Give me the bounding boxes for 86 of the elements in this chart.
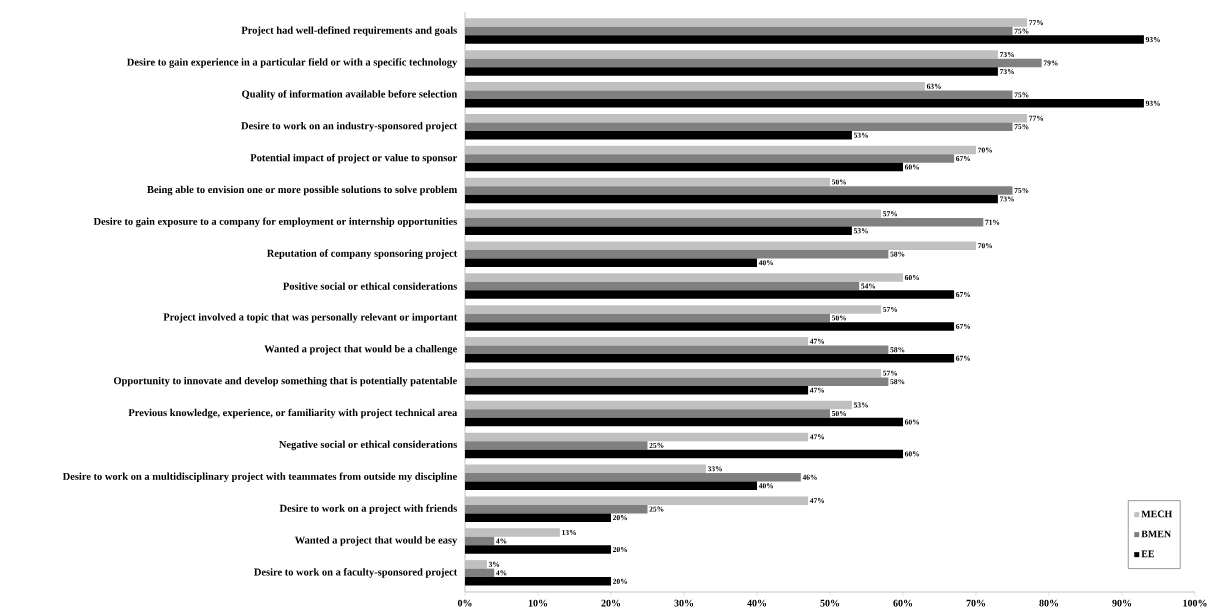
bar [465,345,889,355]
bar [465,177,831,187]
bar [465,67,998,76]
bar [465,218,984,227]
bar [465,417,904,427]
y-tick-label: Positive social or ethical considerations [283,282,457,290]
bar [465,560,487,569]
bar [465,337,809,346]
bar [465,82,925,91]
bar [465,35,1144,44]
bar [465,481,758,491]
y-tick-label: Reputation of company sponsoring project [266,249,458,260]
y-tick-label: Desire to gain experience in a particular field or with a specific technology [126,58,458,68]
bar [465,99,1144,108]
bar [465,528,560,537]
y-tick-label: Negative social or ethical considerations [279,440,457,451]
bar [465,441,648,450]
y-tick-label: Desire to work on an industry-sponsored project [241,121,458,132]
bar [465,513,612,522]
bar [465,409,831,418]
bar [465,313,831,323]
bar [465,290,955,299]
bar [465,536,495,546]
bar [465,400,852,410]
bar [465,545,612,554]
bar [465,449,904,459]
x-tick-label: 0% [457,599,472,607]
bar [465,368,882,378]
bar [465,58,1042,68]
x-tick-label: 10% [528,599,548,607]
bar [465,473,801,482]
x-tick-label: 60% [893,599,913,607]
bar [465,113,1028,123]
y-tick-label: Desire to gain exposure to a company for employment or internship opportunities [93,217,457,228]
y-tick-label: Wanted a project that would be easy [294,536,458,546]
x-tick-label: 20% [601,599,621,607]
y-tick-label: Desire to work on a multidisciplinary project with teammates from outside my discipline [62,472,457,483]
y-tick-label: Previous knowledge, experience, or familiarity with project technical area [128,408,458,419]
bar [465,186,1013,195]
y-tick-label: Project involved a topic that was personally relevant or important [163,313,458,323]
x-tick-label: 50% [820,599,840,607]
bar [465,209,882,219]
bar [465,273,904,282]
legend-label: MECH [1141,510,1173,518]
bar [465,377,889,386]
bar [465,432,809,442]
bar [465,90,1013,100]
bar [465,568,495,578]
bar [465,577,612,586]
bar [465,322,955,331]
bar [465,241,977,250]
bar [465,145,977,155]
bar [465,504,648,514]
y-tick-label: Project had well-defined requirements and goals [241,26,457,36]
x-tick-label: 70% [966,599,986,607]
bar [465,162,904,172]
bar [465,249,889,259]
y-tick-label: Opportunity to innovate and develop something that is potentially patentable [113,376,457,387]
bar [465,464,706,474]
y-tick-label: Potential impact of project or value to sponsor [250,153,458,164]
bar [465,154,955,163]
x-tick-label: 80% [1039,599,1059,607]
y-tick-label: Being able to envision one or more possible solutions to solve problem [147,185,458,196]
x-tick-label: 40% [747,599,767,607]
bar [465,226,852,236]
x-tick-label: 30% [674,599,694,607]
y-tick-label: Desire to work on a faculty-sponsored project [254,568,458,578]
bar [465,385,809,395]
bar [465,50,998,59]
bar [465,122,1013,131]
y-tick-label: Quality of information available before selection [242,90,458,100]
bar [465,305,882,314]
legend-label: BMEN [1141,530,1171,538]
bar [465,18,1028,27]
bar [465,26,1013,36]
legend-label: EE [1141,550,1155,558]
x-tick-label: 90% [1112,599,1132,607]
y-tick-label: Wanted a project that would be a challenge [264,345,457,355]
y-tick-label: Desire to work on a project with friends [279,504,457,514]
bar [465,354,955,363]
bar [465,496,809,505]
bar [465,281,860,291]
bar [465,130,852,140]
bar [465,194,998,204]
bar [465,258,758,267]
x-tick-label: 100% [1183,599,1207,607]
